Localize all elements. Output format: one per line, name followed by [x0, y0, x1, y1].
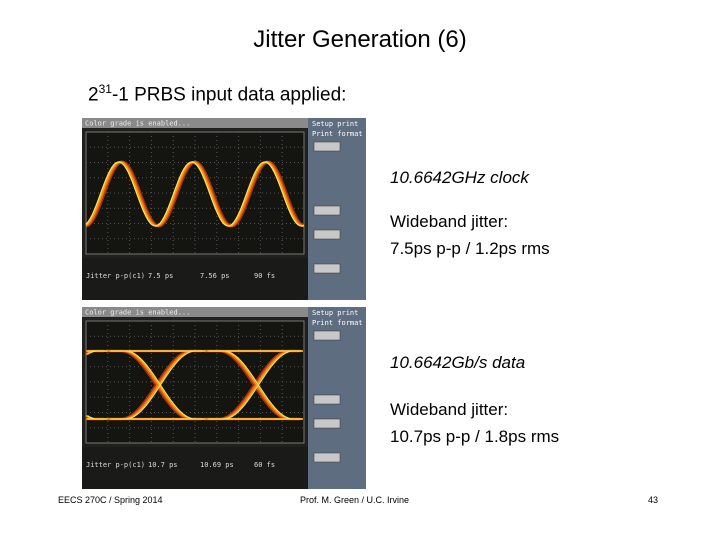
scope-screenshot: Color grade is enabled...Jitter p-p(c1) 7… — [82, 118, 366, 300]
readout-std: 60 fs — [254, 461, 275, 469]
menu-button — [313, 229, 341, 240]
readout-bg — [82, 258, 308, 300]
jitter-label: Wideband jitter: — [390, 212, 509, 231]
readout-mean: 10.69 ps — [200, 461, 234, 469]
menu-button — [313, 394, 341, 405]
menu-item: Print format — [312, 319, 363, 327]
menu-button — [313, 141, 341, 152]
readout-label: Jitter p-p(c1) — [86, 461, 145, 469]
exponent: 31 — [98, 82, 112, 96]
header-text: Color grade is enabled... — [85, 309, 190, 317]
subtitle-text: -1 PRBS input data applied: — [111, 84, 347, 106]
footer-center: Prof. M. Green / U.C. Irvine — [300, 495, 410, 505]
jitter-values: 10.7ps p-p / 1.8ps rms — [390, 427, 560, 446]
base: 2 — [88, 84, 99, 106]
readout-label: Jitter p-p(c1) — [86, 272, 145, 280]
menu-button — [313, 330, 341, 341]
caption: 10.6642Gb/s data — [390, 353, 526, 372]
readout-current: 10.7 ps — [148, 461, 178, 469]
menu-title: Setup print — [312, 120, 358, 128]
menu-button — [313, 263, 341, 274]
readout-mean: 7.56 ps — [200, 272, 230, 280]
page-number: 43 — [648, 495, 659, 505]
header-text: Color grade is enabled... — [85, 120, 190, 128]
readout-bg — [82, 447, 308, 489]
footer-left: EECS 270C / Spring 2014 — [58, 495, 163, 505]
menu-button — [313, 452, 341, 463]
readout-std: 90 fs — [254, 272, 275, 280]
menu-title: Setup print — [312, 309, 358, 317]
menu-button — [313, 418, 341, 429]
subtitle: 231-1 PRBS input data applied: — [88, 82, 346, 106]
readout-current: 7.5 ps — [148, 272, 173, 280]
caption: 10.6642GHz clock — [390, 168, 529, 187]
waveform — [85, 161, 305, 227]
header-bar — [82, 307, 308, 317]
title: Jitter Generation (6) — [253, 26, 467, 53]
jitter-values: 7.5ps p-p / 1.2ps rms — [390, 239, 550, 258]
header-bar — [82, 118, 308, 128]
waveform — [85, 161, 305, 227]
menu-item: Print format — [312, 130, 363, 138]
scope-screenshot: Color grade is enabled...Jitter p-p(c1) 1… — [82, 307, 366, 489]
menu-button — [313, 205, 341, 216]
jitter-label: Wideband jitter: — [390, 400, 509, 419]
